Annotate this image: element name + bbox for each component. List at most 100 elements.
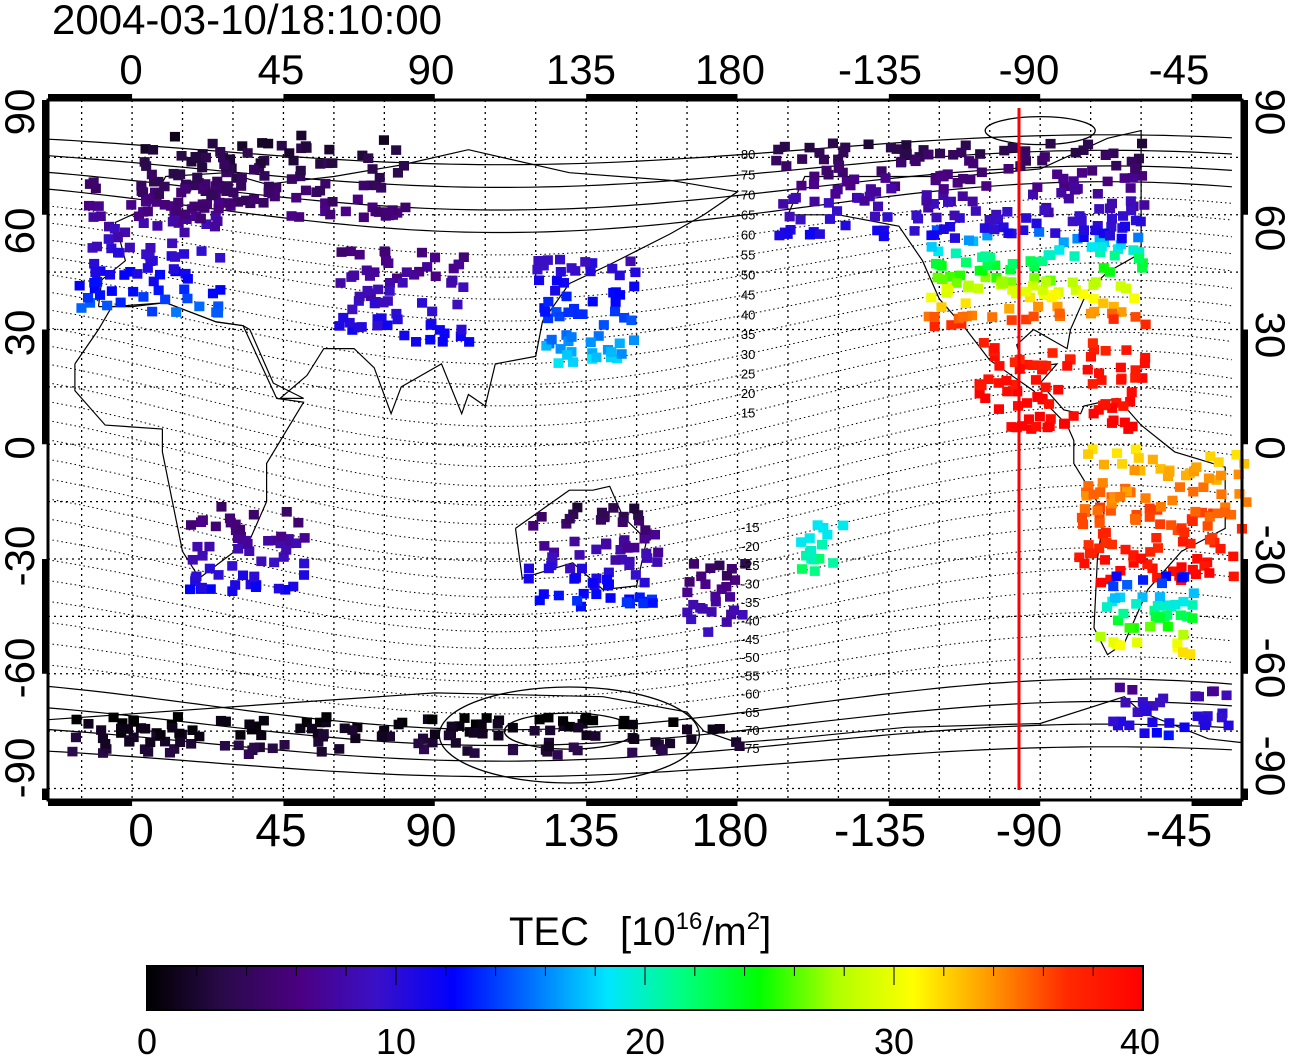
tec-cell [204, 541, 215, 552]
tec-cell [1178, 629, 1189, 640]
tec-cell [373, 284, 384, 295]
tec-cell [450, 738, 461, 748]
tec-cell [320, 178, 331, 189]
tec-cell [212, 216, 223, 226]
tec-cell [1106, 539, 1117, 550]
tec-cell [818, 523, 829, 533]
tec-cell [376, 731, 387, 742]
tec-cell [1204, 568, 1215, 578]
tec-cell [547, 552, 558, 562]
map-area: 80 75 70 65 60 55 50 45 40 35 30 25 20 15 -15 -20 -25 -30… [46, 98, 1252, 802]
tec-cell [617, 517, 628, 527]
tec-cell [382, 320, 393, 331]
tec-cell [534, 714, 545, 725]
frame-tick-right [1242, 100, 1248, 215]
contour-label: 30 [741, 347, 755, 362]
tec-cell [623, 543, 634, 553]
tec-cell [1063, 193, 1074, 204]
tec-cell [935, 171, 946, 181]
tec-cell [568, 742, 579, 753]
tec-cell [960, 298, 971, 308]
tec-cell [1107, 403, 1118, 413]
tec-cell [832, 206, 843, 216]
tec-cell [470, 719, 481, 730]
tec-cell [981, 181, 992, 191]
tec-cell [1187, 613, 1198, 623]
tec-cell [806, 545, 817, 556]
tec-cell [921, 190, 932, 200]
tec-cell [315, 185, 326, 196]
tec-cell [295, 171, 306, 182]
top-lon-tick-label: 180 [695, 46, 765, 93]
tec-cell [379, 246, 390, 256]
tec-cell [288, 155, 299, 166]
contour-label: -55 [741, 668, 760, 683]
left-lat-tick-label: -30 [0, 526, 43, 587]
tec-cell [1172, 638, 1183, 648]
tec-cell [946, 320, 957, 330]
tec-cell [168, 264, 179, 274]
tec-cell [122, 724, 133, 734]
tec-cell [336, 247, 347, 257]
contour-label: 50 [741, 268, 755, 283]
tec-cell [552, 750, 563, 760]
right-lat-tick-label: 90 [1247, 89, 1292, 136]
tec-cell [179, 284, 190, 295]
tec-cell [469, 748, 480, 758]
frame-tick-bottom [1191, 800, 1242, 806]
left-lat-tick-label: 0 [0, 436, 43, 459]
tec-cell [901, 149, 912, 159]
left-latitude-axis: 90 60 30 0 -30 -60 -90 [0, 89, 43, 799]
tec-cell [534, 275, 545, 286]
tec-cell [550, 286, 561, 296]
tec-cell [1078, 232, 1089, 242]
tec-cell [1108, 493, 1119, 503]
tec-cell [1023, 414, 1034, 424]
tec-cell [1083, 449, 1094, 459]
tec-cell [142, 263, 153, 273]
tec-cell [923, 311, 934, 322]
tec-cell [596, 507, 607, 518]
tec-cell [71, 714, 82, 725]
tec-cell [362, 285, 373, 296]
tec-cell [249, 571, 260, 582]
tec-cell [164, 747, 175, 758]
top-lon-tick-label: 90 [408, 46, 455, 93]
tec-cell [476, 719, 487, 729]
tec-cell [621, 597, 632, 607]
tec-cell [93, 201, 104, 211]
tec-cell [1081, 491, 1092, 501]
tec-cell [233, 544, 244, 554]
tec-cell [601, 538, 612, 549]
tec-cell [926, 242, 937, 252]
tec-cell [818, 154, 829, 165]
tec-cell [1197, 507, 1208, 518]
tec-cell [1192, 711, 1203, 722]
right-latitude-axis: 90 60 30 0 -30 -60 -90 [1247, 89, 1292, 797]
tec-cell [365, 291, 376, 301]
tec-cell [288, 581, 299, 592]
tec-cell [179, 249, 190, 259]
tec-cell [175, 737, 186, 747]
tec-cell [281, 545, 292, 555]
tec-cell [1122, 580, 1133, 590]
tec-cell [117, 718, 128, 728]
tec-cell [138, 187, 149, 197]
tec-cell [195, 213, 206, 224]
tec-cell [1031, 218, 1042, 229]
tec-cell [638, 598, 649, 609]
tec-cell [187, 555, 198, 565]
tec-cell [233, 740, 244, 751]
tec-cell [1017, 421, 1028, 431]
tec-cell [1115, 640, 1126, 651]
tec-cell [610, 555, 621, 565]
tec-cell [296, 143, 307, 154]
top-lon-tick-label: -45 [1149, 46, 1210, 93]
tec-cell [427, 306, 438, 317]
tec-cell [197, 551, 208, 561]
tec-cell [1047, 348, 1058, 358]
tec-cell [725, 592, 736, 602]
tec-cell [1086, 242, 1097, 252]
tec-cell [325, 209, 336, 220]
tec-cell [1003, 228, 1014, 238]
